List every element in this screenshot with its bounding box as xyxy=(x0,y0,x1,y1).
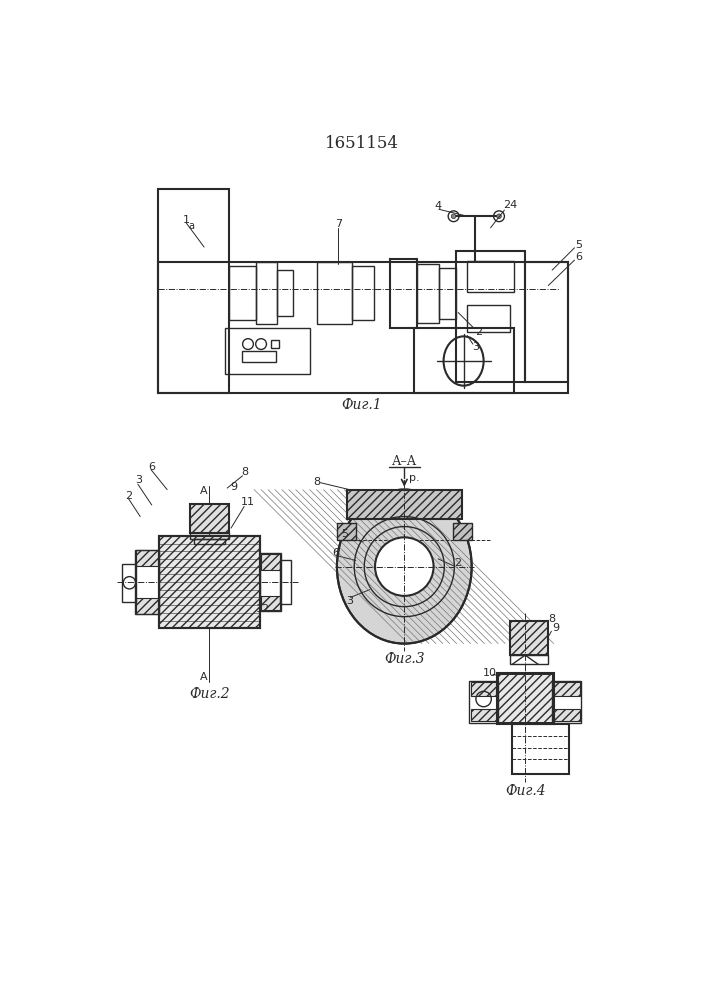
Bar xyxy=(122,564,136,602)
Text: Фиг.1: Фиг.1 xyxy=(341,398,382,412)
Circle shape xyxy=(375,537,433,596)
Text: А: А xyxy=(200,672,208,682)
Bar xyxy=(261,596,279,610)
Bar xyxy=(471,709,497,721)
Text: 12: 12 xyxy=(256,604,270,614)
Bar xyxy=(467,261,514,292)
Text: 3: 3 xyxy=(135,475,142,485)
Bar xyxy=(510,655,549,664)
Bar xyxy=(471,682,497,696)
Text: Фиг.3: Фиг.3 xyxy=(384,652,425,666)
Text: 6: 6 xyxy=(148,462,155,472)
Bar xyxy=(452,523,472,540)
Text: 6: 6 xyxy=(333,548,339,558)
Bar xyxy=(135,550,160,614)
Bar xyxy=(414,328,514,393)
Bar xyxy=(554,682,580,696)
Bar xyxy=(194,539,225,544)
Text: 7: 7 xyxy=(335,219,342,229)
Text: 8: 8 xyxy=(313,477,320,487)
Text: А: А xyxy=(200,486,208,496)
Bar xyxy=(390,259,417,328)
Text: 11: 11 xyxy=(241,497,255,507)
Bar xyxy=(158,189,229,393)
Text: 4: 4 xyxy=(434,201,441,211)
Circle shape xyxy=(497,214,501,219)
Text: 9: 9 xyxy=(552,623,559,633)
Text: 5: 5 xyxy=(341,529,348,539)
Text: 9: 9 xyxy=(230,482,238,492)
Text: а: а xyxy=(189,221,194,231)
Bar xyxy=(498,674,552,722)
Bar xyxy=(277,270,293,316)
Text: Фиг.2: Фиг.2 xyxy=(189,687,230,701)
Bar xyxy=(259,553,281,611)
Bar xyxy=(261,554,279,570)
Bar xyxy=(417,264,439,323)
Text: 3: 3 xyxy=(472,342,479,352)
Text: 10: 10 xyxy=(483,668,497,678)
Bar xyxy=(136,598,158,614)
Bar xyxy=(456,251,525,382)
Bar xyxy=(160,536,259,628)
Bar xyxy=(554,709,580,721)
Bar xyxy=(229,266,256,320)
Text: 2: 2 xyxy=(455,558,462,568)
Bar xyxy=(510,620,549,655)
Bar xyxy=(346,490,462,519)
Bar xyxy=(337,523,356,540)
Text: 2: 2 xyxy=(475,327,482,337)
Text: 8: 8 xyxy=(549,614,556,624)
Bar xyxy=(467,305,510,332)
Text: Фиг.4: Фиг.4 xyxy=(505,784,546,798)
Bar xyxy=(158,262,568,393)
Bar xyxy=(225,328,310,374)
Text: 2: 2 xyxy=(125,491,132,501)
Bar xyxy=(525,262,568,382)
Circle shape xyxy=(451,214,456,219)
Bar xyxy=(160,536,259,628)
Bar xyxy=(190,504,229,533)
Bar xyxy=(352,266,373,320)
Text: р.: р. xyxy=(409,473,419,483)
Bar xyxy=(498,674,552,722)
Bar xyxy=(512,724,569,774)
Text: 24: 24 xyxy=(503,200,517,210)
Text: 5: 5 xyxy=(575,240,583,250)
Bar xyxy=(242,351,276,362)
Text: 6: 6 xyxy=(575,252,583,262)
Bar xyxy=(317,262,352,324)
Text: А–А: А–А xyxy=(392,455,417,468)
Bar xyxy=(190,533,229,539)
Bar xyxy=(279,560,291,604)
Bar xyxy=(552,681,581,723)
Bar xyxy=(469,681,498,723)
Bar xyxy=(439,268,456,319)
Bar xyxy=(256,262,277,324)
Text: 1: 1 xyxy=(182,215,189,225)
Text: 8: 8 xyxy=(241,467,248,477)
Text: 3: 3 xyxy=(346,596,353,606)
Text: 1651154: 1651154 xyxy=(325,135,399,152)
Bar xyxy=(136,550,158,566)
Bar xyxy=(497,673,554,724)
Ellipse shape xyxy=(337,490,472,644)
